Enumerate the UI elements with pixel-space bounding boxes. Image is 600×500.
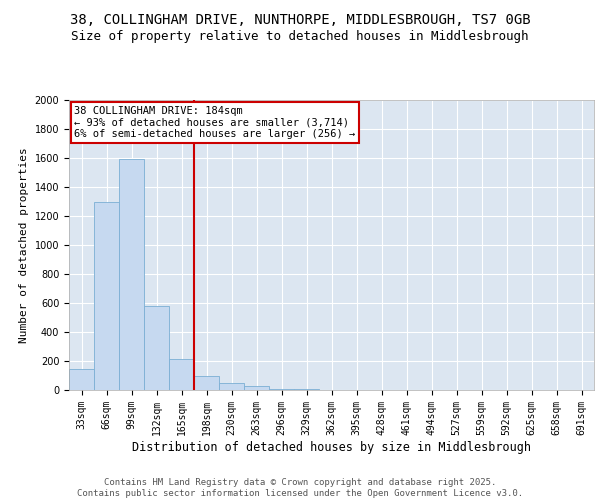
Text: 38 COLLINGHAM DRIVE: 184sqm
← 93% of detached houses are smaller (3,714)
6% of s: 38 COLLINGHAM DRIVE: 184sqm ← 93% of det… bbox=[74, 106, 355, 139]
Bar bbox=[119, 160, 144, 390]
Text: Contains HM Land Registry data © Crown copyright and database right 2025.
Contai: Contains HM Land Registry data © Crown c… bbox=[77, 478, 523, 498]
Text: Size of property relative to detached houses in Middlesbrough: Size of property relative to detached ho… bbox=[71, 30, 529, 43]
Bar bbox=[194, 376, 219, 390]
Bar bbox=[219, 383, 244, 390]
X-axis label: Distribution of detached houses by size in Middlesbrough: Distribution of detached houses by size … bbox=[132, 440, 531, 454]
Bar bbox=[269, 388, 294, 390]
Bar bbox=[169, 359, 194, 390]
Bar bbox=[69, 369, 94, 390]
Bar bbox=[94, 202, 119, 390]
Text: 38, COLLINGHAM DRIVE, NUNTHORPE, MIDDLESBROUGH, TS7 0GB: 38, COLLINGHAM DRIVE, NUNTHORPE, MIDDLES… bbox=[70, 12, 530, 26]
Y-axis label: Number of detached properties: Number of detached properties bbox=[19, 147, 29, 343]
Bar bbox=[144, 306, 169, 390]
Bar bbox=[244, 386, 269, 390]
